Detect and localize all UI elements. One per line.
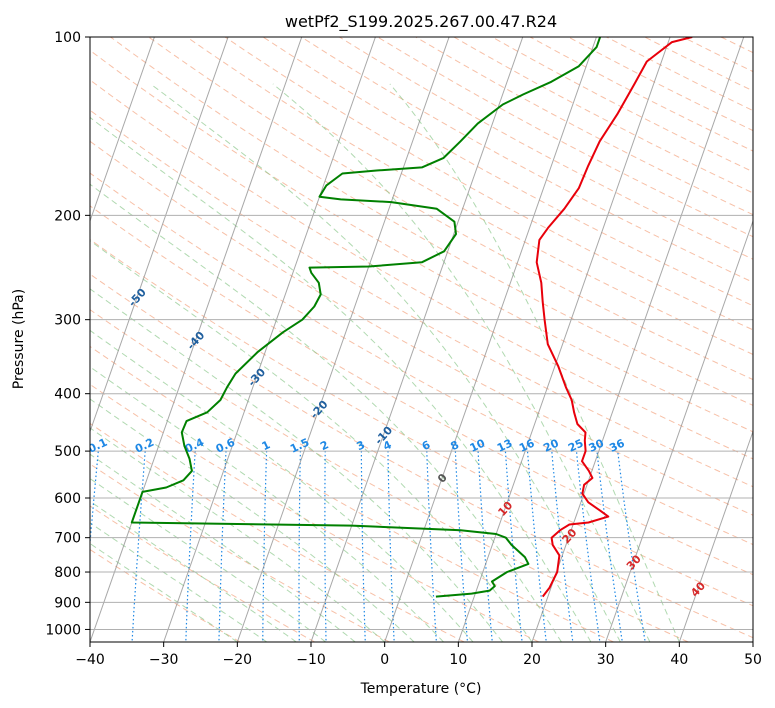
- dry-adiabat: [90, 309, 689, 642]
- isotherm-line: [457, 37, 671, 642]
- moist-adiabat: [150, 83, 621, 642]
- dry-adiabat: [90, 273, 753, 639]
- y-tick-label: 400: [54, 387, 81, 403]
- x-tick-label: 40: [670, 652, 688, 668]
- mixing-ratio-line: [504, 451, 523, 642]
- y-tick-label: 1000: [45, 622, 81, 638]
- x-tick-label: 0: [380, 652, 389, 668]
- mixing-ratio-line: [596, 451, 623, 642]
- mixing-ratio-line: [426, 451, 438, 642]
- x-axis-label: Temperature (°C): [360, 681, 482, 697]
- dry-adiabat: [148, 37, 753, 381]
- isotherm-line: [90, 37, 229, 434]
- moist-adiabat: [389, 83, 680, 642]
- dry-adiabat: [90, 345, 614, 642]
- x-tick-label: −20: [223, 652, 253, 668]
- x-tick-label: −30: [149, 652, 179, 668]
- isotherm-line: [531, 37, 745, 642]
- moist-adiabat: [90, 329, 474, 642]
- mixing-ratio-label: 10: [468, 436, 488, 454]
- mixing-ratio-line: [324, 451, 327, 642]
- y-tick-label: 700: [54, 531, 81, 547]
- mixing-ratio-line: [262, 451, 268, 642]
- y-tick-label: 800: [54, 565, 81, 581]
- mixing-ratio-line: [131, 451, 146, 642]
- moist-adiabat: [90, 288, 503, 642]
- isotherm-line: [605, 219, 753, 642]
- x-tick-label: 50: [744, 652, 762, 668]
- x-tick-label: 30: [597, 652, 615, 668]
- mixing-ratio-line: [387, 451, 395, 642]
- x-tick-label: 20: [523, 652, 541, 668]
- isotherm-line: [678, 430, 753, 642]
- mixing-ratio-label: 30: [587, 436, 607, 454]
- moist-adiabat: [90, 477, 326, 642]
- axes: −40 −30 −20 −10 0 10 20 30 40 50 1000 900 800 700 600 5…: [45, 30, 762, 668]
- dewpoint-line: [130, 37, 602, 598]
- moist-adiabat: [272, 83, 651, 642]
- mixing-ratio-line: [617, 451, 646, 642]
- background-lines: [90, 37, 753, 642]
- mixing-ratio-label: 13: [495, 437, 514, 455]
- isotherm-line: [90, 37, 155, 223]
- mixing-ratio-line: [298, 451, 301, 642]
- temperature-line: [535, 37, 693, 598]
- mixing-ratio-label: 20: [541, 436, 561, 454]
- dry-adiabat: [491, 37, 753, 173]
- moist-adiabat: [90, 366, 444, 642]
- mixing-ratio-label: 36: [607, 436, 627, 454]
- mixing-ratio-label: 25: [566, 437, 585, 455]
- moist-adiabat: [90, 542, 238, 642]
- dry-adiabat: [90, 172, 753, 546]
- x-tick-label: −10: [296, 652, 326, 668]
- mixing-ratio-line: [454, 451, 469, 642]
- y-tick-label: 100: [54, 30, 81, 46]
- y-tick-label: 900: [54, 595, 81, 611]
- mixing-ratio-line: [575, 451, 601, 642]
- y-axis-label: Pressure (hPa): [11, 289, 27, 389]
- dry-adiabat: [90, 422, 465, 642]
- x-tick-label: 10: [449, 652, 467, 668]
- dry-adiabat: [377, 37, 753, 238]
- x-tick-label: −40: [75, 652, 105, 668]
- moist-adiabat: [90, 183, 562, 642]
- y-tick-label: 200: [54, 208, 81, 224]
- mixing-ratio-line: [477, 451, 493, 642]
- dry-adiabat: [90, 205, 753, 576]
- mixing-ratio-line: [185, 451, 196, 642]
- isotherm-line: [236, 37, 450, 642]
- mixing-ratio-line: [551, 451, 574, 642]
- dry-adiabat: [262, 37, 753, 307]
- dry-adiabat: [90, 109, 753, 488]
- series-layer: [130, 37, 693, 598]
- isotherm-line: [90, 37, 303, 642]
- moist-adiabat: [90, 522, 268, 642]
- y-tick-label: 300: [54, 313, 81, 329]
- dry-adiabat: [186, 37, 753, 356]
- y-tick-label: 600: [54, 491, 81, 507]
- moist-adiabat: [90, 500, 297, 642]
- mixing-ratio-label: 16: [517, 436, 537, 454]
- mixing-ratio-line: [218, 451, 227, 642]
- moist-adiabat: [90, 240, 533, 642]
- dry-adiabat: [90, 463, 390, 642]
- dry-adiabat: [90, 238, 753, 607]
- dry-adiabat: [415, 37, 753, 216]
- dry-adiabat: [529, 37, 753, 152]
- dry-adiabat: [339, 37, 753, 260]
- isotherm-line: [310, 37, 524, 642]
- grid: [90, 37, 753, 642]
- isotherm-line: [163, 37, 376, 642]
- isotherm-line: [384, 37, 597, 642]
- chart-title: wetPf2_S199.2025.267.00.47.R24: [285, 12, 557, 32]
- mixing-ratio-line: [360, 451, 366, 642]
- y-tick-label: 500: [54, 444, 81, 460]
- plot-frame: [89, 36, 754, 643]
- dry-adiabat: [453, 37, 753, 194]
- dry-adiabat: [224, 37, 753, 331]
- moist-adiabat: [90, 427, 386, 642]
- dry-adiabat: [301, 37, 753, 283]
